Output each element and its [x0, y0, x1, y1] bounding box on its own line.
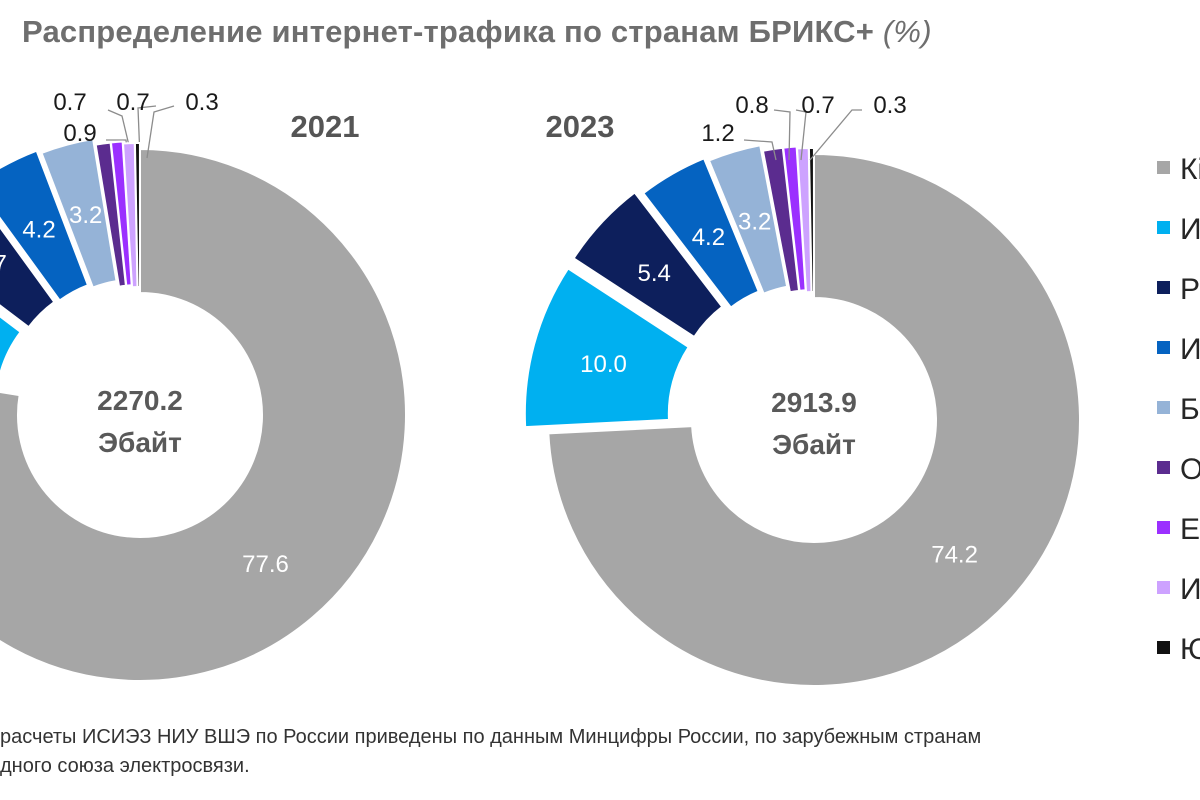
donut-year-label: 2023 [546, 109, 615, 144]
donut-2021: 77.67.74.74.23.20.90.70.70.320212270.2Эб… [0, 89, 407, 682]
data-label: 0.7 [116, 89, 149, 116]
donut-slice [40, 137, 118, 289]
legend-swatch [1157, 341, 1170, 354]
legend-label: О [1180, 453, 1200, 486]
donut-2023: 74.2 10.0 5.4 4.2 3.2 1.20.8 0.7 0.3 2023 2913.9 Э… [523, 92, 1082, 687]
data-label: 3.2 [69, 202, 102, 229]
chart-title-unit: (%) [882, 14, 932, 49]
footnote-line-2: дного союза электросвязи. [0, 755, 250, 777]
legend-swatch [1157, 641, 1170, 654]
data-label: 74.2 [931, 542, 978, 569]
center-unit: Эбайт [98, 427, 182, 458]
donut-slice [523, 267, 691, 429]
legend-label: Р [1180, 273, 1200, 306]
data-label: 3.2 [738, 209, 771, 236]
data-label: 77.6 [242, 551, 289, 578]
legend-label: Ю [1180, 633, 1200, 666]
data-label: 0.7 [53, 89, 86, 116]
center-unit: Эбайт [772, 429, 856, 460]
center-total: 2913.9 [771, 387, 857, 418]
leader-line [809, 109, 862, 161]
legend-label: И [1180, 213, 1200, 246]
donut-slice [572, 191, 724, 339]
footnote-line-1: расчеты ИСИЭЗ НИУ ВШЭ по России приведен… [0, 726, 982, 748]
chart-title: Распределение интернет-трафика по страна… [22, 14, 932, 50]
donut-slice [641, 157, 761, 309]
legend-swatch [1157, 281, 1170, 294]
leader-line [146, 105, 175, 159]
data-label: 1.2 [701, 120, 734, 147]
legend-swatch [1157, 161, 1170, 174]
legend-swatch [1157, 581, 1170, 594]
data-label: 5.4 [638, 260, 671, 287]
legend-label: Е [1180, 513, 1200, 546]
data-label: 0.3 [873, 92, 906, 119]
leader-line [743, 139, 777, 161]
leader-line [137, 105, 157, 159]
donut-charts: 77.67.74.74.23.20.90.70.70.320212270.2Эб… [0, 89, 1200, 687]
center-total: 2270.2 [97, 385, 183, 416]
chart-title-text: Распределение интернет-трафика по страна… [22, 14, 875, 49]
data-label: 0.9 [63, 120, 96, 147]
legend-swatch [1157, 221, 1170, 234]
legend-label: Кі [1180, 153, 1200, 186]
data-label: 4.7 [0, 250, 7, 277]
legend-swatch [1157, 521, 1170, 534]
footnote: расчеты ИСИЭЗ НИУ ВШЭ по России приведен… [0, 723, 1200, 781]
data-label: 0.3 [185, 89, 218, 116]
legend: КіИРИБОЕИЮ [1157, 153, 1200, 666]
legend-swatch [1157, 401, 1170, 414]
donut-slice [707, 144, 789, 296]
donut-slice [547, 152, 1082, 687]
donut-year-label: 2021 [291, 109, 360, 144]
donut-slice [0, 225, 56, 329]
data-label: 0.7 [801, 92, 834, 119]
donut-slice [807, 146, 815, 294]
data-label: 10.0 [580, 351, 627, 378]
data-label: 4.2 [692, 224, 725, 251]
donut-slice [133, 141, 141, 289]
donut-slice [0, 315, 23, 379]
legend-label: Б [1180, 393, 1200, 426]
legend-swatch [1157, 461, 1170, 474]
leader-line [773, 109, 791, 161]
legend-label: И [1180, 573, 1200, 606]
donut-slice [0, 149, 90, 302]
leader-line [795, 109, 807, 161]
data-label: 0.8 [735, 92, 768, 119]
donut-slice [0, 147, 407, 682]
data-label: 4.2 [22, 217, 55, 244]
legend-label: И [1180, 333, 1200, 366]
